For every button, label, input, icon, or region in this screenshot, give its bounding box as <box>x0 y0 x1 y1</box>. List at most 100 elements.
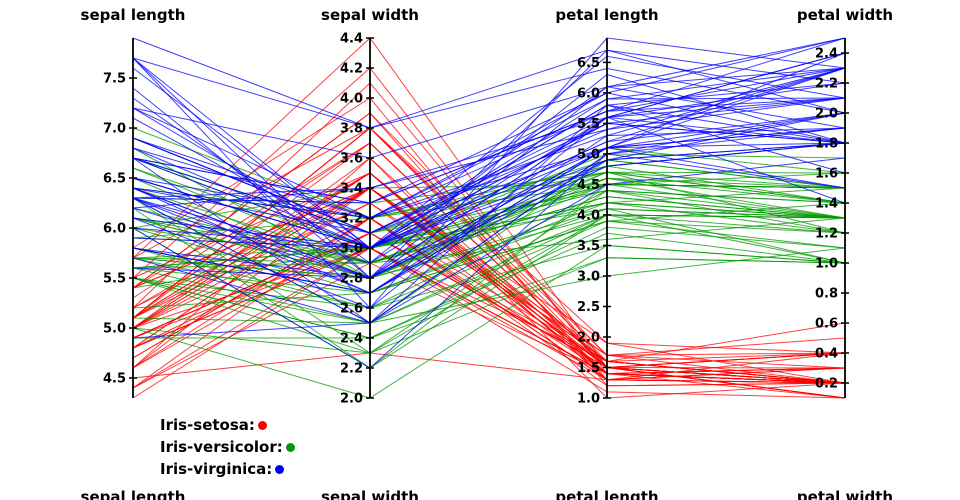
data-line-Iris-virginica <box>132 127 846 324</box>
tick-label: 2.4 <box>815 47 838 62</box>
tick-label: 1.8 <box>815 137 838 152</box>
tick-label: 0.8 <box>815 287 838 302</box>
tick-label: 4.0 <box>340 92 363 107</box>
data-line-Iris-versicolor <box>132 257 846 354</box>
data-line-Iris-setosa <box>132 127 846 384</box>
data-line-Iris-virginica <box>132 127 846 294</box>
data-line-Iris-setosa <box>132 172 846 362</box>
tick-label: 5.5 <box>103 272 126 287</box>
data-line-Iris-virginica <box>132 67 846 234</box>
chart-legend: Iris-setosa: Iris-versicolor: Iris-virgi… <box>160 414 295 480</box>
data-line-Iris-virginica <box>132 116 846 309</box>
axis-title-bottom-sepal-length: sepal length <box>80 488 186 500</box>
tick-label: 3.2 <box>340 212 363 227</box>
tick-label: 2.4 <box>340 332 363 347</box>
data-line-Iris-versicolor <box>132 189 846 354</box>
data-line-Iris-setosa <box>132 142 846 384</box>
tick-label: 7.5 <box>103 72 126 87</box>
tick-label: 0.4 <box>815 347 838 362</box>
axis-title-bottom-petal-length: petal length <box>555 488 659 500</box>
tick-label: 2.0 <box>815 107 838 122</box>
tick-label: 4.5 <box>103 372 126 387</box>
data-line-Iris-virginica <box>132 112 846 279</box>
tick-label: 4.2 <box>340 62 363 77</box>
axis-title-bottom-petal-width: petal width <box>796 488 894 500</box>
tick-label: 3.8 <box>340 122 363 137</box>
data-line-Iris-virginica <box>132 37 846 204</box>
tick-label: 2.6 <box>340 302 363 317</box>
tick-label: 4.4 <box>340 32 363 47</box>
legend-label-virginica: Iris-virginica: <box>160 460 273 478</box>
data-line-Iris-virginica <box>132 142 846 249</box>
data-line-Iris-versicolor <box>132 247 846 324</box>
data-line-Iris-virginica <box>132 122 846 234</box>
data-line-Iris-versicolor <box>132 232 846 339</box>
data-line-Iris-virginica <box>132 153 846 369</box>
data-line-Iris-virginica <box>132 49 846 279</box>
tick-label: 2.5 <box>577 300 600 315</box>
data-line-Iris-virginica <box>132 104 846 249</box>
data-line-Iris-virginica <box>132 49 846 129</box>
legend-label-setosa: Iris-setosa: <box>160 416 255 434</box>
tick-label: 1.0 <box>577 392 600 407</box>
axis-title-top-petal-width: petal width <box>796 6 894 24</box>
data-line-Iris-versicolor <box>132 196 846 264</box>
tick-label: 6.5 <box>103 172 126 187</box>
legend-item-virginica: Iris-virginica: <box>160 458 295 480</box>
tick-label: 6.0 <box>103 222 126 237</box>
tick-label: 1.5 <box>577 361 600 376</box>
tick-label: 2.8 <box>340 272 363 287</box>
data-line-Iris-virginica <box>132 52 846 234</box>
legend-dot-virginica <box>275 464 285 474</box>
tick-label: 3.0 <box>577 270 600 285</box>
data-line-Iris-setosa <box>132 142 846 384</box>
data-line-Iris-setosa <box>132 352 846 381</box>
tick-label: 5.0 <box>577 147 600 162</box>
tick-label: 0.6 <box>815 317 838 332</box>
data-line-Iris-versicolor <box>132 202 846 259</box>
legend-label-versicolor: Iris-versicolor: <box>160 438 283 456</box>
tick-label: 4.0 <box>577 208 600 223</box>
axis-title-top-petal-length: petal length <box>555 6 659 24</box>
data-line-Iris-setosa <box>132 217 846 389</box>
tick-label: 3.5 <box>577 239 600 254</box>
data-line-Iris-virginica <box>132 112 846 249</box>
tick-label: 2.0 <box>340 392 363 407</box>
data-line-Iris-virginica <box>132 67 846 209</box>
data-line-Iris-setosa <box>132 232 846 399</box>
tick-label: 6.5 <box>577 56 600 71</box>
tick-label: 1.4 <box>815 197 838 212</box>
tick-label: 3.0 <box>340 242 363 257</box>
data-line-Iris-virginica <box>132 37 846 159</box>
axis-title-top-sepal-width: sepal width <box>321 6 419 24</box>
data-line-Iris-setosa <box>132 247 846 399</box>
tick-label: 0.2 <box>815 377 838 392</box>
tick-label: 6.0 <box>577 86 600 101</box>
data-line-Iris-versicolor <box>132 189 846 309</box>
data-line-Iris-virginica <box>132 142 846 249</box>
tick-label: 4.5 <box>577 178 600 193</box>
tick-label: 1.0 <box>815 257 838 272</box>
data-line-Iris-versicolor <box>132 244 846 309</box>
axis-title-top-sepal-length: sepal length <box>80 6 186 24</box>
data-line-Iris-virginica <box>132 127 846 294</box>
tick-label: 1.6 <box>815 167 838 182</box>
data-line-Iris-virginica <box>132 37 846 129</box>
data-line-Iris-virginica <box>132 57 846 249</box>
data-line-Iris-versicolor <box>132 208 846 279</box>
tick-label: 2.0 <box>577 331 600 346</box>
tick-label: 1.2 <box>815 227 838 242</box>
data-line-Iris-virginica <box>132 92 846 219</box>
tick-label: 5.0 <box>103 322 126 337</box>
legend-item-versicolor: Iris-versicolor: <box>160 436 295 458</box>
data-line-Iris-virginica <box>132 37 846 204</box>
tick-label: 3.6 <box>340 152 363 167</box>
legend-dot-versicolor <box>285 442 295 452</box>
tick-label: 5.5 <box>577 117 600 132</box>
axis-title-bottom-sepal-width: sepal width <box>321 488 419 500</box>
tick-label: 7.0 <box>103 122 126 137</box>
legend-item-setosa: Iris-setosa: <box>160 414 295 436</box>
legend-dot-setosa <box>257 420 267 430</box>
